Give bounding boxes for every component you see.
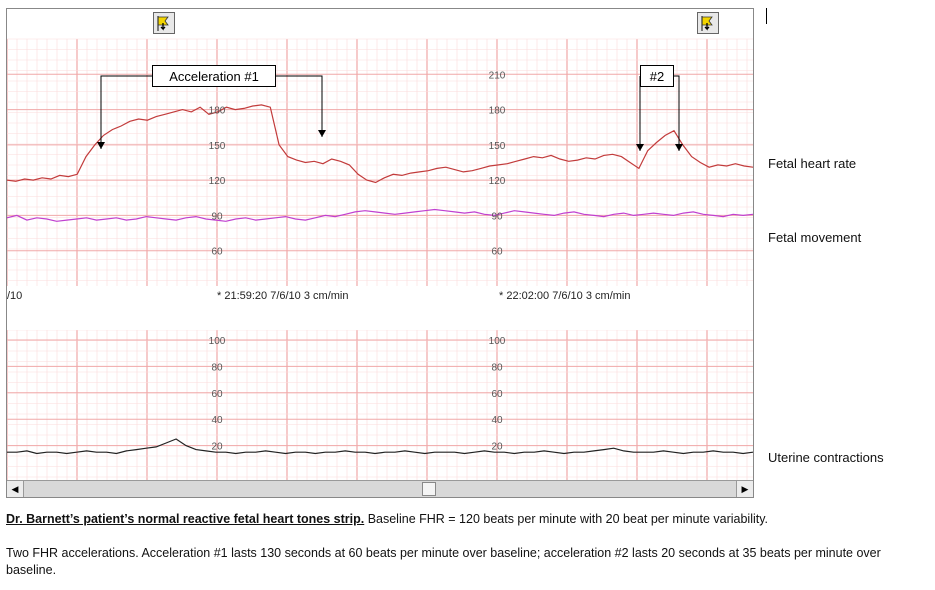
scroll-thumb[interactable] xyxy=(422,482,436,496)
timestamp-mark-1: * 21:59:20 7/6/10 3 cm/min xyxy=(217,290,349,302)
horizontal-scrollbar[interactable]: ◀ ▶ xyxy=(7,480,753,497)
fhr-tick-label: 90 xyxy=(211,211,223,222)
marker-flag-button-right[interactable] xyxy=(697,12,719,34)
figure-caption-line2: Two FHR accelerations. Acceleration #1 l… xyxy=(6,546,881,577)
movement-trace xyxy=(7,208,753,222)
scroll-right-button[interactable]: ▶ xyxy=(736,481,753,497)
toco-tick-label: 80 xyxy=(211,362,223,373)
fhr-tick-label: 210 xyxy=(489,70,506,81)
label-fetal-movement: Fetal movement xyxy=(768,230,862,245)
text-cursor xyxy=(766,8,767,24)
timestamp-mark-2: * 22:02:00 7/6/10 3 cm/min xyxy=(499,290,631,302)
marker-flag-icon xyxy=(157,16,169,31)
callout-arrow-head xyxy=(675,144,683,151)
fhr-tick-label: 60 xyxy=(211,247,223,258)
fhr-tick-label: 180 xyxy=(209,106,226,117)
toco-tick-label: 60 xyxy=(211,389,223,400)
callout-arrow-line xyxy=(100,75,152,149)
fhr-tick-label: 150 xyxy=(209,141,226,152)
toco-tick-label: 40 xyxy=(491,415,503,426)
fhr-trace xyxy=(7,104,753,184)
callout-arrow-head xyxy=(636,144,644,151)
timestamp-left-partial: /10 xyxy=(7,290,23,302)
monitor-chart: 2101801501209060100806040202101801501209… xyxy=(7,38,753,480)
caption-baseline-text: Baseline FHR = 120 beats per minute with… xyxy=(364,512,769,526)
toco-trace xyxy=(7,438,753,455)
acceleration-1-callout: Acceleration #1 xyxy=(152,65,276,87)
marker-flag-button-left[interactable] xyxy=(153,12,175,34)
toco-tick-label: 100 xyxy=(209,336,226,347)
toco-tick-label: 20 xyxy=(211,442,223,453)
figure-caption-line1: Dr. Barnett’s patient’s normal reactive … xyxy=(6,511,931,528)
fhr-tick-label: 120 xyxy=(209,176,226,187)
toco-tick-label: 40 xyxy=(211,415,223,426)
fhr-tick-label: 60 xyxy=(491,247,503,258)
acceleration-2-callout: #2 xyxy=(640,65,674,87)
callout-arrow-head xyxy=(97,142,105,149)
fhr-tick-label: 120 xyxy=(489,176,506,187)
fetal-monitor-strip: 2101801501209060100806040202101801501209… xyxy=(6,8,754,498)
time-divider-band xyxy=(7,286,753,330)
caption-title: Dr. Barnett’s patient’s normal reactive … xyxy=(6,512,365,526)
scroll-left-button[interactable]: ◀ xyxy=(7,481,24,497)
chart-traces xyxy=(7,75,753,455)
toco-tick-label: 80 xyxy=(491,362,503,373)
toco-tick-label: 60 xyxy=(491,389,503,400)
label-fetal-heart-rate: Fetal heart rate xyxy=(768,156,857,171)
marker-flag-icon xyxy=(701,16,713,31)
callout-arrow-head xyxy=(318,130,326,137)
callout-arrow-line xyxy=(674,75,680,151)
label-uterine-contractions: Uterine contractions xyxy=(768,450,884,465)
fhr-tick-label: 180 xyxy=(489,106,506,117)
toco-tick-label: 20 xyxy=(491,442,503,453)
toco-tick-label: 100 xyxy=(489,336,506,347)
chart-grid xyxy=(7,38,753,480)
fhr-tick-label: 90 xyxy=(491,211,503,222)
chart-tick-labels: 2101801501209060100806040202101801501209… xyxy=(209,70,506,452)
callout-arrow-line xyxy=(276,75,323,137)
fhr-tick-label: 150 xyxy=(489,141,506,152)
